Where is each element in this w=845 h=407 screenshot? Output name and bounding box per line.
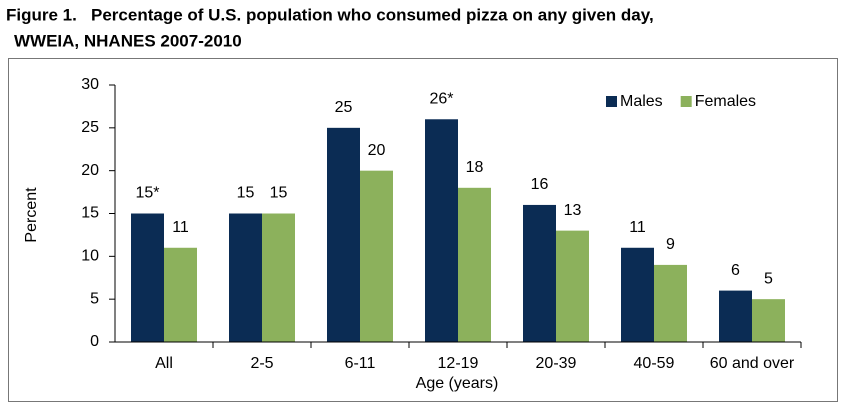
data-label: 6	[731, 262, 740, 279]
legend-label: Females	[695, 93, 756, 110]
x-tick-label: All	[155, 355, 173, 372]
chart-title: Figure 1. Percentage of U.S. population …	[6, 5, 654, 24]
bar	[621, 247, 654, 342]
bar	[752, 299, 785, 342]
data-label: 18	[466, 159, 484, 176]
y-tick-label: 5	[90, 290, 99, 307]
data-label: 5	[764, 270, 773, 287]
y-axis-title: Percent	[23, 187, 40, 243]
bar	[164, 247, 197, 342]
chart-title: WWEIA, NHANES 2007-2010	[14, 31, 242, 50]
data-label: 16	[531, 176, 549, 193]
data-label: 11	[172, 219, 189, 236]
x-tick-label: 60 and over	[710, 355, 795, 372]
x-axis-title: Age (years)	[416, 375, 499, 392]
bar	[523, 204, 556, 342]
y-tick-label: 25	[81, 119, 99, 136]
data-label: 25	[335, 99, 353, 116]
y-tick-label: 30	[81, 76, 99, 93]
bar	[719, 290, 752, 342]
data-label: 15	[270, 185, 288, 202]
data-label: 26*	[429, 90, 453, 107]
x-tick-label: 20-39	[536, 355, 577, 372]
data-label: 20	[368, 142, 386, 159]
y-tick-label: 15	[81, 205, 99, 222]
x-tick-label: 6-11	[345, 355, 376, 372]
bar	[654, 264, 687, 342]
bar	[556, 230, 589, 342]
data-label: 11	[629, 219, 646, 236]
data-label: 15	[237, 185, 255, 202]
legend-swatch	[680, 96, 692, 107]
chart-frame	[8, 58, 838, 402]
bar	[458, 187, 491, 342]
y-tick-label: 20	[81, 162, 99, 179]
bar	[262, 213, 295, 342]
y-tick-label: 0	[90, 333, 99, 350]
data-label: 13	[564, 202, 582, 219]
data-label: 15*	[135, 185, 159, 202]
bar	[229, 213, 262, 342]
bar	[131, 213, 164, 342]
legend-swatch	[606, 96, 617, 107]
bar	[360, 170, 393, 342]
bar	[327, 127, 360, 342]
bar	[425, 119, 458, 343]
x-tick-label: 12-19	[438, 355, 479, 372]
y-tick-label: 10	[81, 248, 99, 265]
x-tick-label: 2-5	[250, 355, 273, 372]
data-label: 9	[666, 236, 675, 253]
legend-label: Males	[620, 93, 663, 110]
x-tick-label: 40-59	[634, 355, 675, 372]
